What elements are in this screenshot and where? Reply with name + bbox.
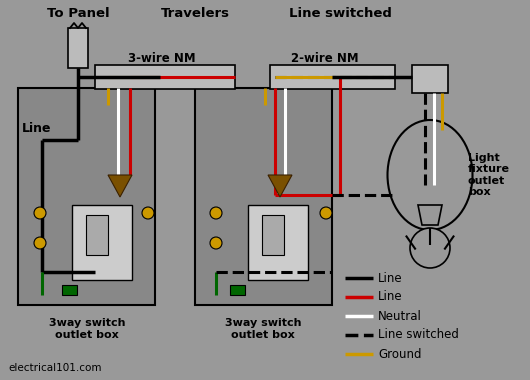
Bar — [262, 215, 284, 255]
Bar — [18, 88, 155, 305]
Polygon shape — [268, 175, 292, 197]
Circle shape — [142, 207, 154, 219]
Text: Neutral: Neutral — [378, 309, 422, 323]
Text: Line: Line — [22, 122, 51, 135]
Bar — [72, 205, 132, 280]
Text: Travelers: Travelers — [161, 7, 229, 20]
Ellipse shape — [387, 120, 473, 230]
Bar — [68, 28, 88, 68]
Bar — [248, 205, 308, 280]
Bar — [270, 65, 395, 89]
Text: Line: Line — [378, 271, 403, 285]
Text: Line switched: Line switched — [378, 328, 459, 342]
Text: To Panel: To Panel — [47, 7, 109, 20]
Polygon shape — [418, 205, 442, 225]
Bar — [195, 88, 332, 305]
Text: Line: Line — [378, 290, 403, 304]
Circle shape — [320, 207, 332, 219]
Text: 3way switch
outlet box: 3way switch outlet box — [225, 318, 301, 340]
Bar — [230, 285, 245, 295]
Bar — [412, 65, 448, 93]
Text: Light
fixture
outlet
box: Light fixture outlet box — [468, 153, 510, 197]
Text: Ground: Ground — [378, 347, 421, 361]
Bar — [95, 65, 235, 89]
Text: 2-wire NM: 2-wire NM — [291, 52, 359, 65]
Circle shape — [34, 237, 46, 249]
Circle shape — [210, 237, 222, 249]
Bar — [86, 215, 108, 255]
Circle shape — [210, 207, 222, 219]
Circle shape — [34, 207, 46, 219]
Text: 3way switch
outlet box: 3way switch outlet box — [49, 318, 125, 340]
Bar — [62, 285, 77, 295]
Text: electrical101.com: electrical101.com — [8, 363, 102, 373]
Text: 3-wire NM: 3-wire NM — [128, 52, 196, 65]
Circle shape — [410, 228, 450, 268]
Polygon shape — [108, 175, 132, 197]
Text: Line switched: Line switched — [288, 7, 392, 20]
